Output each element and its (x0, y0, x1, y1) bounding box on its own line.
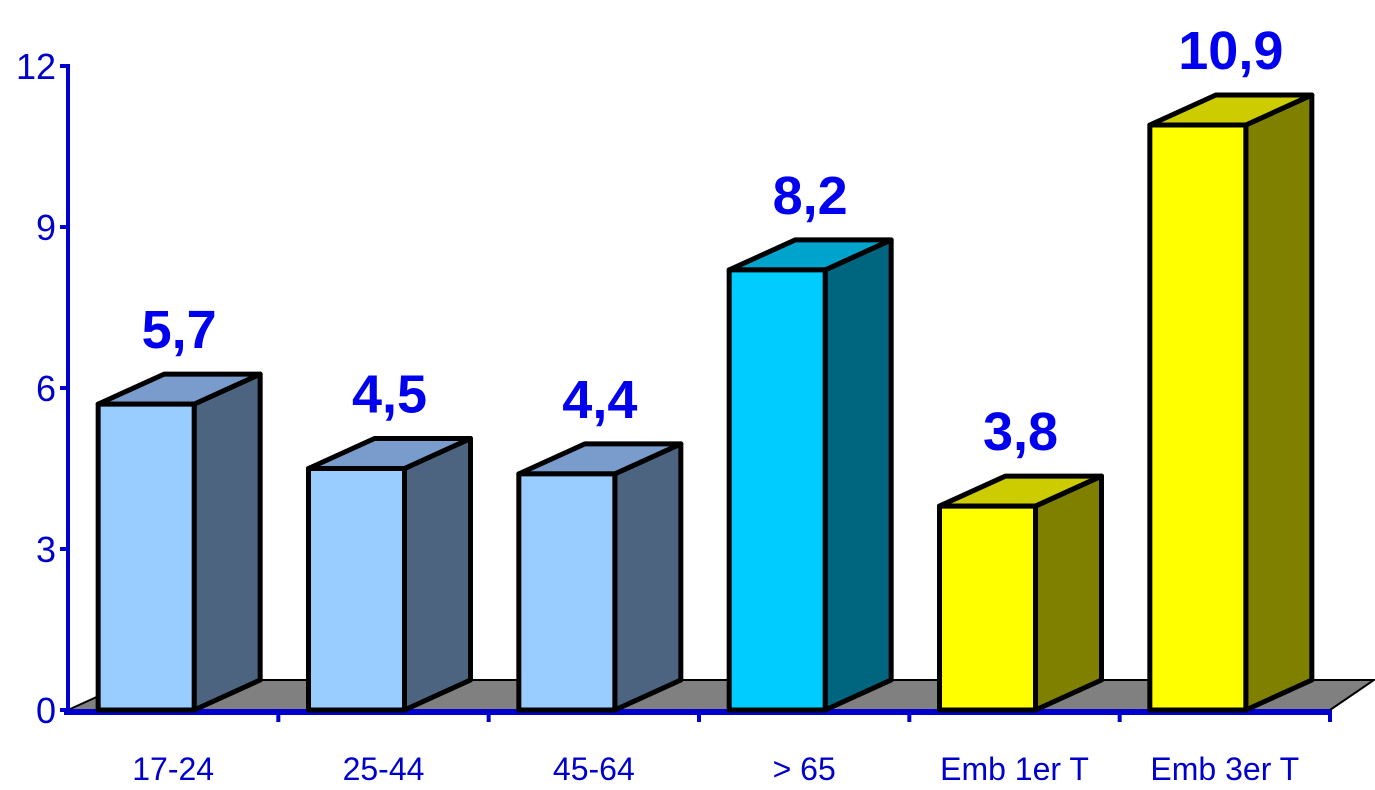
bar-side (1033, 473, 1104, 713)
value-label: 3,8 (983, 402, 1058, 462)
category-label: Emb 3er T (1150, 751, 1299, 787)
value-label: 5,7 (142, 300, 217, 360)
bar-side (822, 237, 894, 713)
bar-side (191, 371, 263, 713)
bar-front (726, 267, 828, 713)
category-label: 25-44 (343, 751, 425, 787)
y-tick-label: 6 (36, 368, 56, 409)
bar (95, 371, 263, 713)
category-label: 17-24 (132, 751, 214, 787)
category-label: Emb 1er T (940, 751, 1089, 787)
bar (937, 473, 1104, 713)
x-ticks (276, 710, 1332, 722)
bar (726, 237, 894, 713)
bar-front (937, 503, 1038, 713)
value-label: 10,9 (1178, 21, 1283, 81)
bars (95, 92, 1315, 713)
category-labels: 17-24 25-44 45-64 > 65 Emb 1er T Emb 3er T (132, 751, 1299, 787)
y-tick-label: 3 (36, 529, 56, 570)
y-ticks: 0 3 6 9 12 (16, 46, 68, 731)
bar (306, 436, 473, 713)
y-tick-label: 9 (36, 207, 56, 248)
bar-front (306, 466, 407, 713)
bar-front (1147, 122, 1249, 713)
category-label: > 65 (773, 751, 836, 787)
bar-side (402, 436, 473, 713)
value-label: 4,4 (562, 370, 637, 430)
y-tick-label: 12 (16, 46, 56, 87)
y-tick-label: 0 (36, 690, 56, 731)
value-label: 8,2 (773, 166, 848, 226)
bar-front (95, 401, 197, 713)
category-label: 45-64 (553, 751, 635, 787)
bar-front (516, 471, 618, 713)
value-labels: 5,7 4,5 4,4 8,2 3,8 10,9 (142, 21, 1284, 462)
bar-side (1243, 92, 1315, 713)
value-label: 4,5 (352, 365, 427, 425)
bar (516, 441, 684, 713)
bar (1147, 92, 1315, 713)
bar-side (612, 441, 684, 713)
